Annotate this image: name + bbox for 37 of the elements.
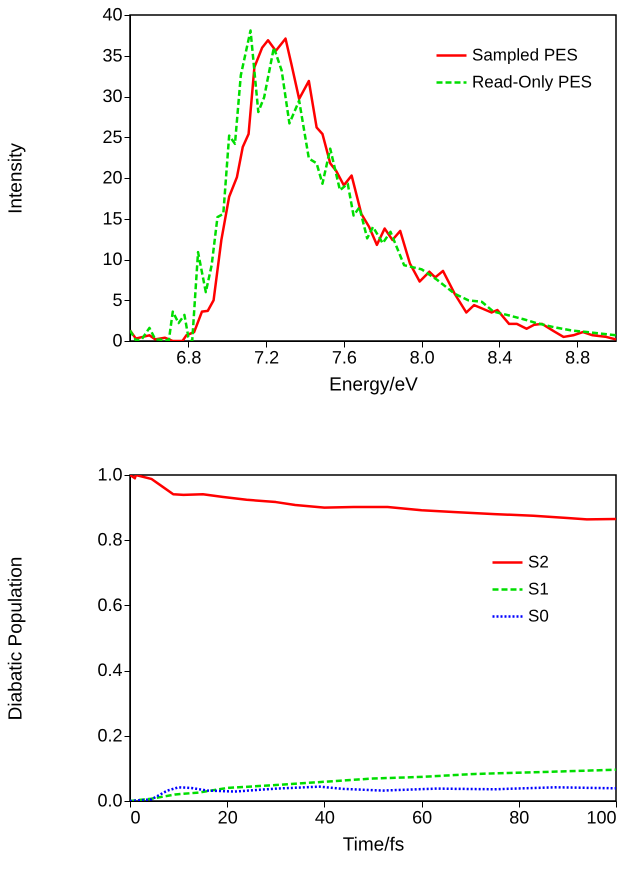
legend-label: Read-Only PES — [472, 72, 592, 92]
y-tick-label: 40 — [102, 4, 122, 24]
y-tick-label: 0.0 — [97, 790, 122, 810]
y-tick-label: 1.0 — [97, 464, 122, 484]
line-series — [130, 475, 616, 521]
x-tick-label: 60 — [412, 808, 432, 828]
y-tick-label: 35 — [102, 45, 122, 66]
x-axis-title: Energy/eV — [329, 374, 418, 396]
y-tick-label: 20 — [102, 168, 122, 188]
y-tick-label: 10 — [102, 249, 122, 269]
y-axis-title: Intensity — [6, 142, 26, 214]
legend-label: S1 — [528, 580, 549, 598]
x-tick-label: 7.2 — [254, 348, 280, 368]
x-axis-title: Time/fs — [342, 834, 404, 856]
x-tick-label: 80 — [509, 808, 530, 828]
y-tick-label: 0.8 — [97, 530, 122, 550]
x-tick-label: 40 — [314, 808, 335, 828]
y-tick-label: 15 — [102, 208, 122, 228]
x-tick-label: 100 — [586, 808, 616, 828]
x-tick-label: 8.8 — [565, 348, 590, 368]
legend-label: S0 — [528, 606, 549, 626]
y-tick-label: 0.6 — [97, 594, 122, 615]
y-tick-label: 0 — [112, 330, 122, 350]
x-tick-label: 8.0 — [410, 348, 435, 368]
y-axis-title: Diabatic Population — [6, 556, 26, 720]
legend-label: Sampled PES — [472, 46, 578, 64]
x-tick-label: 7.6 — [332, 348, 357, 368]
x-tick-label: 6.8 — [176, 348, 202, 368]
x-tick-label: 20 — [218, 808, 238, 828]
y-tick-label: 25 — [102, 126, 122, 147]
x-tick-label: 8.4 — [487, 348, 512, 368]
y-tick-label: 0.2 — [97, 725, 122, 746]
legend-label: S2 — [528, 552, 549, 572]
y-tick-label: 30 — [102, 86, 122, 106]
y-tick-label: 5 — [112, 290, 122, 310]
y-tick-label: 0.4 — [97, 660, 122, 680]
x-tick-label: 0 — [130, 808, 141, 828]
